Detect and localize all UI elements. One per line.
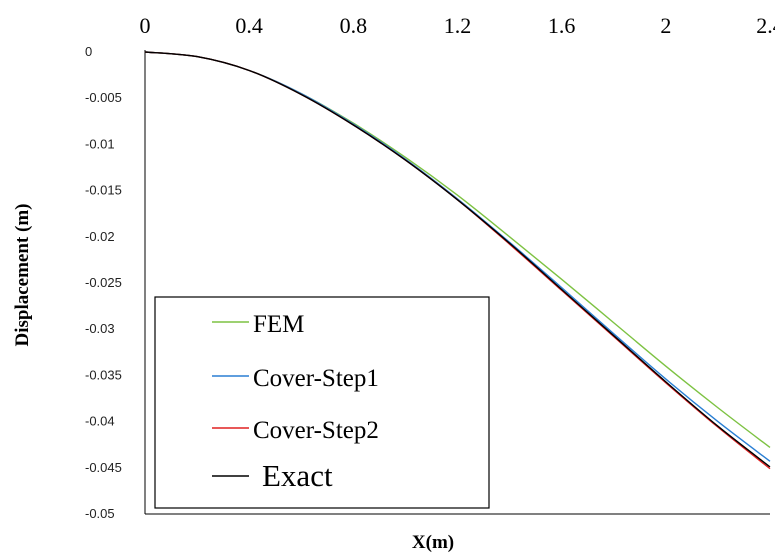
legend-entries: FEM Cover-Step1 Cover-Step2 Exact [212,311,379,493]
x-axis-title: X(m) [412,532,454,553]
legend-label: Exact [262,458,333,493]
legend-label: FEM [253,311,304,338]
x-tick-label: 1.2 [444,13,472,38]
legend-label: Cover-Step1 [253,365,379,392]
x-tick-label: 0.4 [235,13,263,38]
legend-box [154,296,490,509]
y-tick-label: -0.05 [85,506,115,521]
y-tick-label: -0.045 [85,460,122,475]
x-tick-label: 0.8 [340,13,368,38]
y-tick-label: -0.035 [85,367,122,382]
x-tick-label: 2.4 [756,13,775,38]
y-tick-label: -0.025 [85,275,122,290]
x-tick-label: 1.6 [548,13,576,38]
series-line-exact [144,51,771,468]
y-tick-label: -0.04 [85,414,115,429]
x-tick-labels: 0 0.4 0.8 1.2 1.6 2 2.4 [140,13,775,38]
y-tick-labels: 0 -0.005 -0.01 -0.015 -0.02 -0.025 -0.03 -0.035… [85,44,122,521]
series-lines [144,51,771,470]
y-tick-label: -0.005 [85,90,122,105]
y-tick-label: 0 [85,44,92,59]
y-axis-title: Displacement (m) [12,204,33,347]
y-tick-label: -0.03 [85,321,115,336]
y-tick-label: -0.015 [85,183,122,198]
x-tick-label: 2 [660,13,671,38]
legend: FEM Cover-Step1 Cover-Step2 Exact [154,296,490,509]
y-tick-label: -0.02 [85,229,115,244]
x-tick-label: 0 [140,13,151,38]
y-tick-label: -0.01 [85,136,115,151]
legend-label: Cover-Step2 [253,417,379,444]
